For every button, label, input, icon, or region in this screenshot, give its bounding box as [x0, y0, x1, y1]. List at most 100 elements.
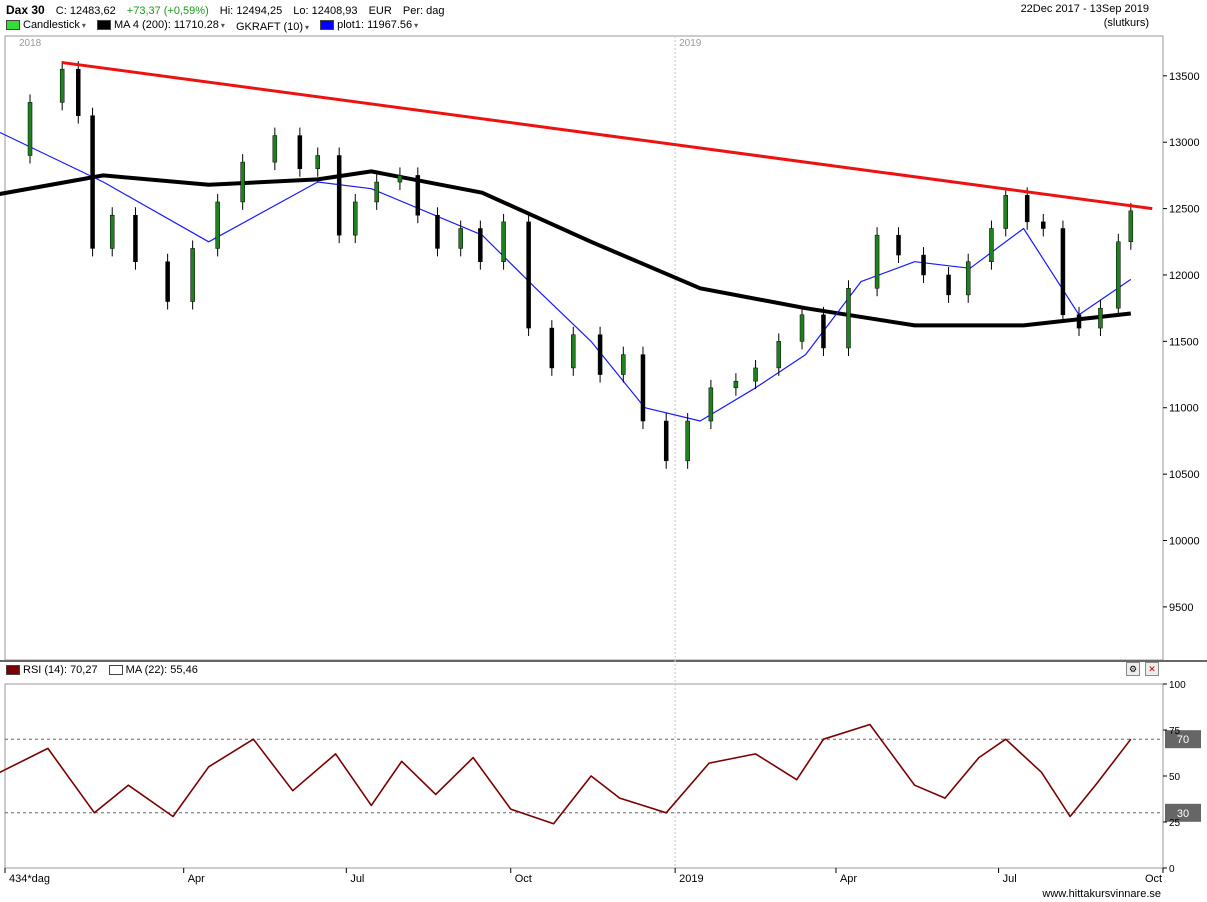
candle-body: [90, 115, 95, 249]
candle-body: [1041, 221, 1046, 229]
rsi-line: [0, 723, 1132, 825]
candle-body: [501, 221, 506, 262]
candle-body: [549, 327, 555, 369]
candle-body: [733, 380, 739, 389]
y-tick-label: 10000: [1169, 536, 1200, 548]
y-tick-label: 11500: [1169, 336, 1199, 348]
chevron-down-icon[interactable]: ▾: [81, 20, 86, 30]
candle-body: [1060, 228, 1066, 316]
legend-swatch-candlestick: [6, 20, 20, 30]
candle-body: [297, 135, 303, 170]
candle-body: [1116, 241, 1121, 309]
candle-body: [640, 354, 646, 422]
candle-body: [821, 314, 826, 349]
candle-body: [776, 341, 782, 369]
candle-body: [133, 214, 138, 262]
legend-ma200[interactable]: MA 4 (200): 11710.28 ▾: [96, 19, 225, 31]
candle-body: [571, 334, 576, 369]
legend-swatch-ma200: [96, 20, 111, 30]
candle-body: [415, 175, 421, 216]
candle-body: [799, 314, 805, 342]
x-tick-label: Oct: [1145, 873, 1162, 885]
legend-label-rsi-ma: MA (22): 55,46: [125, 664, 198, 676]
hi-label: Hi:: [219, 5, 234, 17]
candle-body: [621, 354, 626, 375]
legend-rsi-ma[interactable]: MA (22): 55,46: [108, 664, 198, 676]
chevron-down-icon[interactable]: ▾: [305, 22, 310, 32]
candle-body: [663, 420, 669, 462]
candle-body: [921, 254, 926, 276]
candle-body: [458, 228, 463, 249]
candle-body: [59, 68, 65, 103]
candle-body: [753, 367, 758, 382]
candle-body: [240, 161, 245, 203]
candle-body: [435, 214, 440, 249]
symbol-title: Dax 30: [6, 3, 45, 17]
plot1-line: [0, 131, 1132, 422]
legend-swatch-plot1: [320, 20, 335, 30]
candle-body: [1024, 195, 1030, 223]
legend-gkraft[interactable]: GKRAFT (10) ▾: [236, 21, 309, 33]
candle-body: [1003, 195, 1008, 229]
x-tick-label: 2019: [679, 873, 703, 885]
ma200-line: [0, 169, 1132, 328]
legend-row: Candlestick ▾ MA 4 (200): 11710.28 ▾ GKR…: [6, 19, 426, 33]
legend-candlestick[interactable]: Candlestick ▾: [6, 19, 86, 31]
x-tick-label: Apr: [188, 873, 205, 885]
lo-label: Lo:: [293, 5, 309, 17]
price-basis: (slutkurs): [1103, 17, 1149, 29]
change-value: +73,37 (+0,59%): [126, 5, 209, 17]
rsi-level-label: 70: [1177, 734, 1189, 746]
candle-body: [965, 261, 971, 296]
candle-body: [336, 155, 342, 236]
legend-plot1[interactable]: plot1: 11967.56 ▾: [320, 19, 418, 31]
candle-body: [190, 248, 195, 302]
rsi-panel-frame: [4, 683, 1164, 869]
candle-body: [76, 68, 81, 116]
candle-body: [1076, 314, 1082, 329]
candle-body: [27, 102, 33, 156]
candle-body: [109, 214, 115, 249]
rsi-level-box: [1165, 803, 1201, 822]
legend-label-candlestick: Candlestick: [23, 19, 80, 31]
y-tick-label: 9500: [1169, 602, 1193, 614]
candle-body: [478, 228, 483, 262]
candle-body: [1128, 210, 1134, 243]
candle-body: [165, 261, 170, 302]
trend-line: [61, 61, 1153, 211]
candle-body: [685, 420, 690, 462]
x-tick-label: 434*dag: [9, 873, 50, 885]
legend-label-rsi: RSI (14): 70,27: [23, 664, 98, 676]
candle-body: [353, 201, 358, 236]
legend-rsi[interactable]: RSI (14): 70,27: [6, 664, 98, 676]
watermark: www.hittakursvinnare.se: [1042, 888, 1161, 900]
y-tick-label: 10500: [1169, 469, 1200, 481]
rsi-level-box: [1165, 730, 1201, 749]
candle-body: [874, 234, 880, 289]
y-tick-label: 13500: [1169, 71, 1200, 83]
candle-body: [896, 234, 901, 256]
currency: EUR: [368, 5, 392, 17]
wrench-icon[interactable]: ⚙: [1126, 662, 1140, 676]
date-range: 22Dec 2017 - 13Sep 2019: [1020, 3, 1149, 15]
candle-body: [597, 334, 603, 375]
close-value: 12483,62: [69, 5, 116, 17]
candle-body: [397, 175, 403, 183]
close-label: C:: [55, 5, 67, 17]
y-tick-label: 12000: [1169, 270, 1200, 282]
chevron-down-icon[interactable]: ▾: [220, 20, 225, 30]
candle-body: [1098, 307, 1103, 329]
rsi-y-tick-label: 75: [1169, 726, 1181, 737]
x-tick-label: Jul: [350, 873, 364, 885]
legend-swatch-rsi: [6, 665, 20, 675]
candle-body: [215, 201, 220, 249]
candle-body: [315, 155, 320, 170]
y-tick-label: 11000: [1169, 403, 1199, 415]
close-icon[interactable]: ✕: [1145, 662, 1159, 676]
legend-label-plot1: plot1: 11967.56: [337, 19, 413, 31]
chevron-down-icon[interactable]: ▾: [414, 20, 419, 30]
rsi-y-tick-label: 0: [1169, 864, 1175, 875]
year-label: 2019: [679, 38, 702, 49]
y-tick-label: 13000: [1169, 137, 1200, 149]
